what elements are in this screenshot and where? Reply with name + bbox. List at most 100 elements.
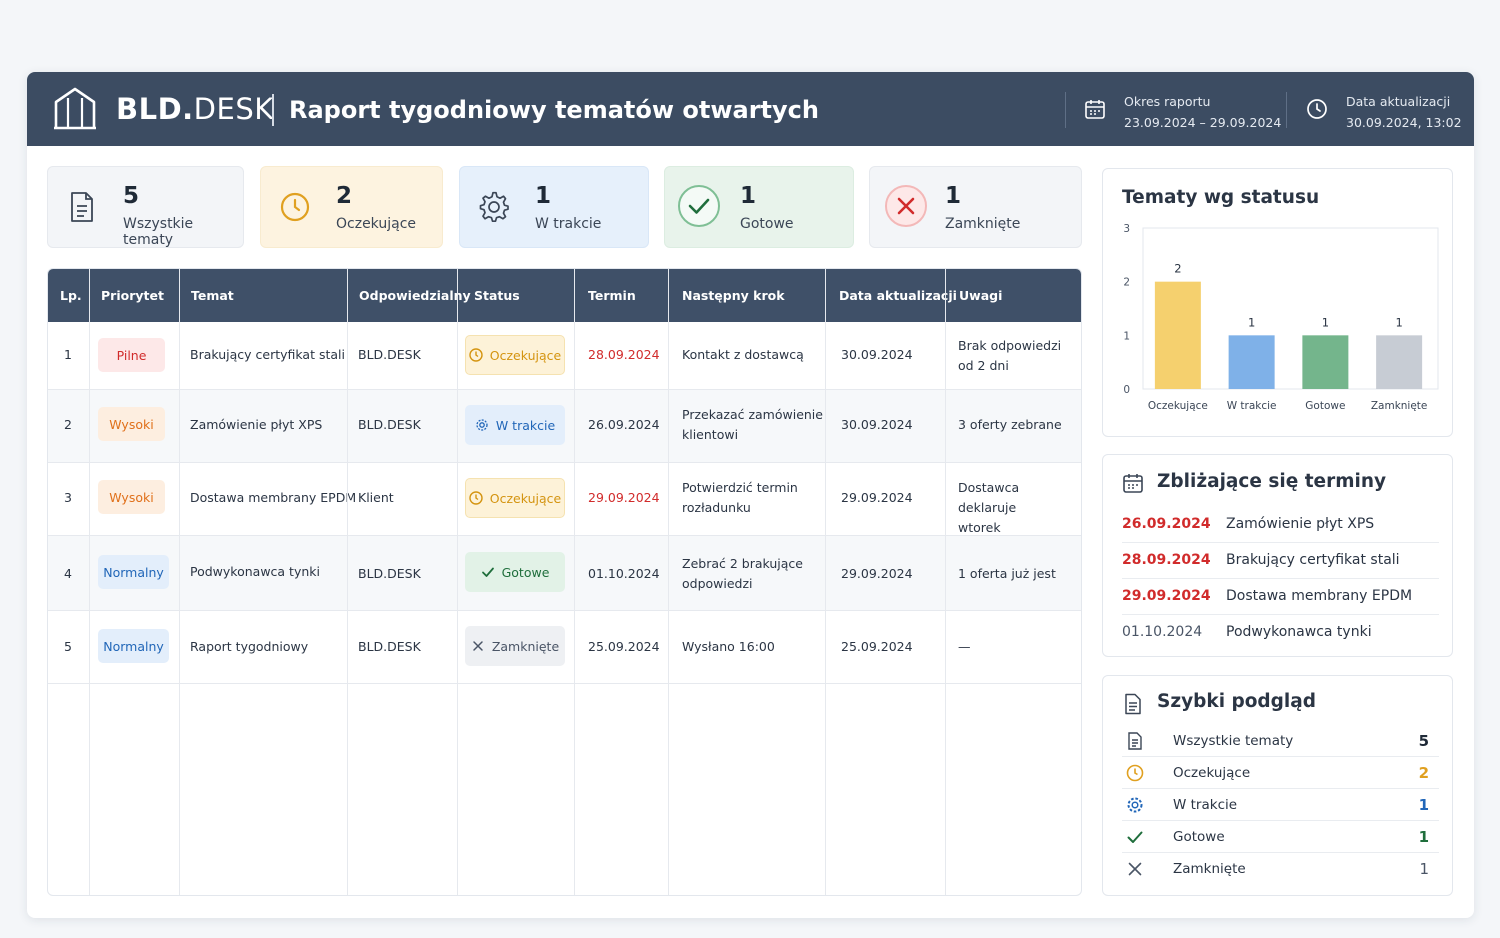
bar-data-label: 1	[1322, 315, 1329, 329]
y-tick-label: 2	[1123, 277, 1130, 289]
quick-label: Gotowe	[1173, 829, 1225, 845]
kpi-in-progress[interactable]: 1 W trakcie	[459, 166, 649, 248]
table-row[interactable]: 5 Normalny Raport tygodniowy BLD.DESK Za…	[48, 611, 1081, 684]
quick-preview-panel: Szybki podgląd Wszystkie tematy 5 Oczeku…	[1102, 675, 1453, 896]
deadline-topic: Podwykonawca tynki	[1226, 624, 1372, 640]
table-header: Lp. Priorytet Temat Odpowiedzialny Statu…	[48, 269, 1081, 322]
deadline-item[interactable]: 26.09.2024 Zamówienie płyt XPS	[1122, 507, 1439, 543]
status-label: Gotowe	[501, 564, 550, 580]
column-divider	[945, 269, 946, 895]
clock-icon	[469, 491, 483, 505]
col-header-topic[interactable]: Temat	[191, 288, 234, 303]
priority-badge: Wysoki	[98, 407, 165, 441]
status-bar-chart: 0 1 2 3 2 Oczekujące 1 W trakcie 1 Gotowe 1 Zamknię…	[1123, 223, 1439, 412]
cell-updated: 30.09.2024	[841, 417, 913, 432]
quick-preview-title: Szybki podgląd	[1157, 691, 1316, 712]
y-tick-label: 0	[1123, 384, 1130, 396]
status-badge: Oczekujące	[465, 478, 565, 518]
cell-next-step: Potwierdzić termin rozładunku	[682, 480, 798, 515]
status-label: Zamknięte	[491, 638, 560, 654]
col-header-status[interactable]: Status	[474, 288, 520, 303]
gear-icon	[1127, 797, 1143, 813]
quick-item-all[interactable]: Wszystkie tematy 5	[1122, 725, 1439, 757]
priority-badge: Normalny	[98, 629, 169, 663]
gear-icon	[476, 419, 488, 431]
chart-title: Tematy wg statusu	[1122, 187, 1320, 208]
col-header-updated[interactable]: Data aktualizacji	[839, 288, 957, 303]
quick-item-done[interactable]: Gotowe 1	[1122, 821, 1439, 853]
kpi-label: Oczekujące	[336, 216, 417, 232]
deadline-item[interactable]: 28.09.2024 Brakujący certyfikat stali	[1122, 543, 1439, 579]
quick-item-pending[interactable]: Oczekujące 2	[1122, 757, 1439, 789]
deadline-topic: Brakujący certyfikat stali	[1226, 552, 1400, 568]
status-label: W trakcie	[495, 417, 556, 433]
x-tick-label: Zamknięte	[1371, 400, 1428, 412]
kpi-label: W trakcie	[535, 216, 602, 232]
col-header-next-step[interactable]: Następny krok	[682, 288, 785, 303]
quick-item-in-progress[interactable]: W trakcie 1	[1122, 789, 1439, 821]
chart-bar	[1154, 281, 1201, 389]
quick-value: 5	[1418, 732, 1429, 750]
deadline-date: 01.10.2024	[1122, 624, 1203, 640]
cell-notes: 1 oferta już jest	[958, 566, 1056, 581]
period-label: Okres raportu	[1124, 94, 1211, 109]
cell-updated: 29.09.2024	[841, 490, 913, 505]
col-header-priority[interactable]: Priorytet	[101, 288, 164, 303]
cell-notes: Dostawca deklaruje wtorek	[958, 480, 1020, 535]
column-divider	[457, 269, 458, 895]
table-row[interactable]: 4 Normalny Podwykonawca tynki BLD.DESK G…	[48, 536, 1081, 611]
clock-icon	[1307, 99, 1327, 119]
check-icon	[1127, 831, 1143, 843]
cell-lp: 2	[64, 417, 72, 432]
calendar-icon	[1123, 474, 1143, 493]
table-row[interactable]: 1 Pilne Brakujący certyfikat stali BLD.D…	[48, 322, 1081, 390]
table-row[interactable]: 2 Wysoki Zamówienie płyt XPS BLD.DESK W …	[48, 390, 1081, 463]
col-header-due[interactable]: Termin	[588, 288, 636, 303]
brand-name: BLD.DESK	[116, 92, 274, 126]
gear-icon	[474, 187, 514, 227]
quick-label: Wszystkie tematy	[1173, 733, 1294, 749]
kpi-pending[interactable]: 2 Oczekujące	[260, 166, 443, 248]
cell-next-step: Wysłano 16:00	[682, 639, 775, 654]
cell-notes: —	[958, 639, 971, 654]
kpi-closed[interactable]: 1 Zamknięte	[869, 166, 1082, 248]
cell-next-step: Przekazać zamówienie klientowi	[682, 407, 823, 442]
cell-notes: Brak odpowiedzi od 2 dni	[958, 338, 1062, 373]
bar-data-label: 1	[1248, 315, 1255, 329]
status-label: Oczekujące	[489, 347, 562, 363]
y-tick-label: 1	[1123, 330, 1130, 342]
close-icon	[1128, 862, 1142, 876]
clock-icon	[1126, 764, 1144, 782]
quick-value: 1	[1419, 860, 1429, 878]
page-title: Raport tygodniowy tematów otwartych	[289, 96, 819, 124]
col-header-lp[interactable]: Lp.	[60, 288, 82, 303]
column-divider	[825, 269, 826, 895]
check-icon	[677, 184, 721, 228]
col-header-notes[interactable]: Uwagi	[959, 288, 1003, 303]
status-label: Oczekujące	[489, 490, 562, 506]
deadline-item[interactable]: 29.09.2024 Dostawa membrany EPDM	[1122, 579, 1439, 615]
cell-next-step: Kontakt z dostawcą	[682, 347, 804, 362]
deadline-topic: Zamówienie płyt XPS	[1226, 516, 1375, 532]
updated-value: 30.09.2024, 13:02	[1346, 115, 1462, 130]
kpi-all-topics[interactable]: 5 Wszystkie tematy	[47, 166, 244, 248]
deadline-date: 26.09.2024	[1122, 516, 1211, 532]
table-row[interactable]: 3 Wysoki Dostawa membrany EPDM Klient Oc…	[48, 463, 1081, 536]
deadline-item[interactable]: 01.10.2024 Podwykonawca tynki	[1122, 615, 1439, 651]
col-header-owner[interactable]: Odpowiedzialny	[359, 288, 471, 303]
quick-item-closed[interactable]: Zamknięte 1	[1122, 853, 1439, 885]
chart-plot-frame	[1142, 227, 1439, 390]
kpi-value: 1	[535, 183, 552, 209]
cell-owner: BLD.DESK	[358, 639, 421, 654]
status-badge: Zamknięte	[465, 626, 565, 666]
priority-badge: Normalny	[98, 555, 169, 589]
quick-value: 1	[1418, 796, 1429, 814]
report-window: BLD.DESK Raport tygodniowy tematów otwar…	[27, 72, 1474, 918]
deadline-topic: Dostawa membrany EPDM	[1226, 588, 1413, 604]
status-chart-panel: Tematy wg statusu 0 1 2 3 2 Oczekujące 1 W trak…	[1102, 168, 1453, 437]
column-divider	[574, 269, 575, 895]
kpi-done[interactable]: 1 Gotowe	[664, 166, 854, 248]
cell-lp: 4	[64, 566, 72, 581]
cell-updated: 30.09.2024	[841, 347, 913, 362]
cell-owner: BLD.DESK	[358, 417, 421, 432]
